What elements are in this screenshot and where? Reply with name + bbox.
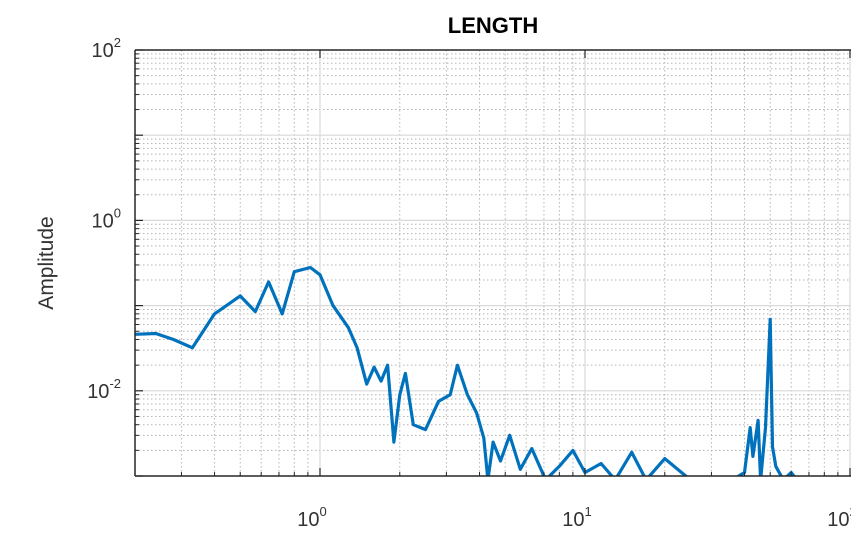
y-tick-label-2: 10-2 — [87, 376, 121, 403]
x-tick-label-exponent: 1 — [585, 504, 592, 519]
y-tick-label-exponent: 0 — [114, 205, 121, 220]
y-tick-label-base: 10 — [92, 40, 114, 62]
plot-area-background — [135, 50, 851, 476]
major-grid — [135, 50, 851, 476]
y-tick-label-1: 100 — [92, 205, 121, 232]
y-tick-label-exponent: -2 — [109, 376, 121, 391]
x-tick-label-base: 10 — [297, 509, 319, 531]
y-tick-label-0: 102 — [92, 35, 121, 62]
y-axis-label: Amplitude — [35, 216, 58, 309]
series-layer — [135, 265, 796, 476]
y-tick-label-base: 10 — [92, 210, 114, 232]
x-tick-label-exponent: 2 — [850, 504, 851, 519]
series-line-0 — [135, 265, 796, 476]
tick-label-layer: 10010110210210010-2 — [87, 35, 851, 531]
chart-title: LENGTH — [448, 13, 538, 38]
minor-grid — [135, 50, 851, 476]
x-tick-label-0: 100 — [297, 504, 326, 531]
x-tick-label-1: 101 — [562, 504, 591, 531]
x-tick-label-base: 10 — [562, 509, 584, 531]
y-tick-label-base: 10 — [87, 381, 109, 403]
x-tick-label-2: 102 — [827, 504, 851, 531]
x-tick-label-exponent: 0 — [320, 504, 327, 519]
x-tick-label-base: 10 — [827, 509, 849, 531]
axes-layer — [134, 49, 851, 477]
y-tick-label-exponent: 2 — [114, 35, 121, 50]
